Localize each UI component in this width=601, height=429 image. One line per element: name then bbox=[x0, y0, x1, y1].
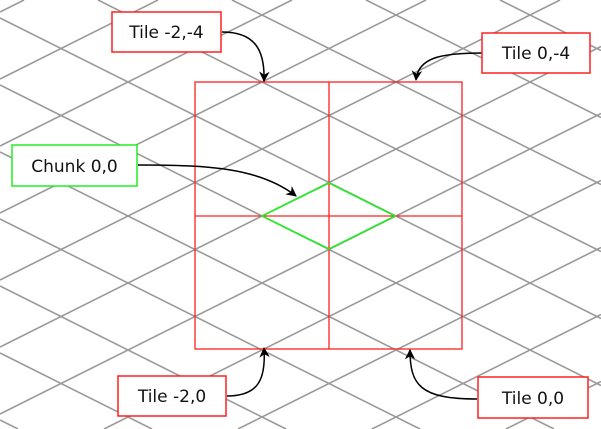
label-text: Tile -2,0 bbox=[137, 387, 206, 407]
grid-line bbox=[0, 0, 561, 281]
arrow-tile-m2-0 bbox=[226, 346, 270, 397]
grid-line bbox=[0, 0, 25, 13]
grid-line bbox=[0, 419, 19, 429]
label-text: Chunk 0,0 bbox=[31, 157, 117, 177]
arrow-tile-0-0 bbox=[404, 348, 478, 400]
label-chunk-0-0: Chunk 0,0 bbox=[11, 144, 138, 187]
arrow-tile-0-m4 bbox=[411, 52, 483, 82]
label-tile-m2-0: Tile -2,0 bbox=[117, 375, 227, 417]
grid-line bbox=[0, 285, 287, 429]
grid-line bbox=[0, 112, 601, 415]
grid-line bbox=[371, 313, 601, 429]
grid-line bbox=[0, 218, 421, 429]
grid-line bbox=[237, 246, 601, 429]
grid-line bbox=[231, 0, 601, 186]
label-tile-m2-m4: Tile -2,-4 bbox=[111, 11, 222, 53]
chunk-diamond bbox=[260, 182, 397, 250]
grid-line bbox=[0, 151, 555, 429]
arrow-chunk bbox=[137, 164, 297, 197]
label-text: Tile 0,-4 bbox=[501, 44, 570, 64]
label-tile-0-m4: Tile 0,-4 bbox=[481, 32, 591, 74]
label-text: Tile 0,0 bbox=[501, 389, 564, 409]
label-text: Tile -2,-4 bbox=[128, 23, 203, 43]
arrow-tile-m2-m4 bbox=[221, 31, 270, 83]
tile-square bbox=[194, 81, 463, 350]
label-tile-0-0: Tile 0,0 bbox=[477, 376, 589, 419]
grid-line bbox=[0, 0, 293, 147]
grid-line bbox=[0, 17, 601, 320]
